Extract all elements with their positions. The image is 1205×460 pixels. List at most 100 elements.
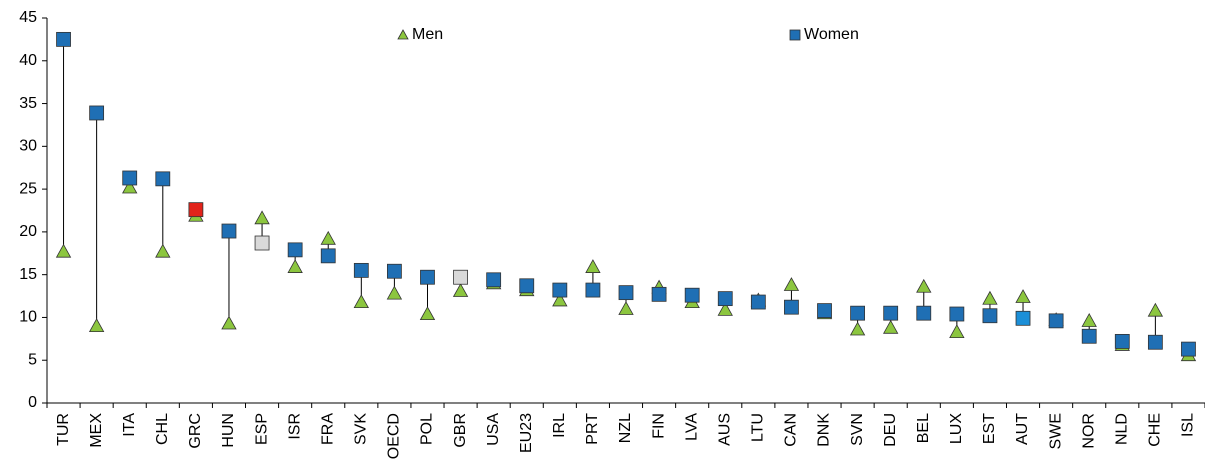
x-tick-label: IRL — [551, 413, 568, 438]
women-marker — [1181, 341, 1196, 357]
y-tick-label: 35 — [19, 95, 37, 112]
y-tick-label: 5 — [28, 351, 37, 368]
x-tick-label: OECD — [386, 413, 403, 459]
women-marker — [817, 303, 832, 319]
women-marker — [750, 294, 766, 310]
x-tick-label: AUT — [1014, 413, 1031, 445]
women-marker — [254, 235, 270, 251]
x-tick-label: LTU — [750, 413, 767, 442]
women-marker — [684, 287, 700, 303]
x-tick-label: CHL — [154, 413, 171, 445]
women-marker — [420, 269, 435, 285]
men-marker — [552, 292, 568, 307]
women-marker — [552, 282, 568, 298]
x-tick-label: HUN — [220, 413, 237, 448]
y-tick-label: 45 — [19, 9, 37, 26]
x-tick-label: GBR — [452, 413, 469, 448]
legend-marker — [397, 29, 409, 40]
women-marker — [784, 299, 799, 315]
x-tick-label: SVK — [353, 413, 370, 445]
x-tick-label: DNK — [816, 413, 833, 447]
women-marker — [651, 286, 667, 302]
women-marker — [1015, 310, 1031, 326]
x-tick-label: SVN — [849, 413, 866, 446]
men-marker — [287, 259, 303, 273]
women-marker — [850, 305, 865, 321]
men-marker — [320, 230, 336, 245]
women-marker — [320, 248, 336, 264]
men-marker — [1147, 302, 1164, 317]
men-marker — [122, 179, 138, 194]
x-tick-label: NLD — [1114, 413, 1131, 445]
women-marker — [916, 305, 932, 321]
men-marker — [618, 301, 634, 315]
x-tick-label: LUX — [948, 413, 965, 444]
x-tick-label: MEX — [88, 413, 105, 448]
women-marker — [1114, 333, 1130, 349]
x-tick-label: AUS — [716, 413, 733, 446]
x-tick-label: FIN — [650, 413, 667, 439]
y-tick-label: 10 — [19, 309, 37, 326]
x-tick-label: EU23 — [518, 413, 535, 453]
x-tick-label: LVA — [683, 413, 700, 441]
x-tick-label: TUR — [55, 413, 72, 446]
women-marker — [122, 170, 138, 186]
women-marker — [221, 223, 237, 239]
men-marker — [982, 290, 998, 305]
y-tick-label: 20 — [19, 223, 37, 240]
women-marker — [486, 272, 502, 288]
y-tick-label: 30 — [19, 138, 37, 155]
men-marker — [55, 243, 72, 258]
y-tick-label: 15 — [19, 266, 37, 283]
women-marker — [56, 31, 71, 47]
x-tick-label: CHE — [1147, 413, 1164, 447]
men-marker — [1015, 289, 1031, 303]
x-tick-label: SWE — [1047, 413, 1064, 449]
men-marker — [916, 278, 932, 293]
men-marker — [254, 210, 270, 225]
men-marker — [849, 321, 866, 336]
x-tick-label: USA — [485, 413, 502, 446]
men-marker — [88, 318, 105, 333]
x-tick-label: NZL — [617, 413, 634, 443]
women-marker — [188, 202, 204, 218]
x-tick-label: NOR — [1080, 413, 1097, 449]
men-marker — [386, 285, 403, 300]
legend-label: Men — [412, 26, 443, 43]
women-marker — [155, 171, 171, 187]
legend-label: Women — [804, 26, 859, 43]
x-tick-label: POL — [419, 413, 436, 445]
y-tick-label: 40 — [19, 52, 37, 69]
women-marker — [89, 105, 105, 121]
men-marker — [783, 277, 800, 291]
women-marker — [883, 305, 899, 321]
x-tick-label: BEL — [915, 413, 932, 443]
women-marker — [453, 269, 468, 285]
women-marker — [519, 278, 535, 294]
men-marker — [1081, 313, 1097, 327]
women-marker — [287, 242, 303, 258]
men-marker — [452, 283, 469, 297]
women-marker — [982, 308, 998, 324]
men-marker — [949, 324, 965, 338]
men-marker — [221, 315, 237, 330]
women-marker — [386, 263, 402, 279]
legend-marker — [789, 29, 801, 41]
men-marker — [585, 259, 601, 273]
women-marker — [949, 306, 965, 322]
women-marker — [585, 282, 601, 298]
x-tick-label: EST — [981, 413, 998, 444]
x-tick-label: GRC — [187, 413, 204, 449]
men-marker — [353, 294, 369, 309]
women-marker — [353, 262, 369, 278]
x-tick-label: CAN — [783, 413, 800, 447]
y-tick-label: 25 — [19, 180, 37, 197]
x-tick-label: FRA — [319, 413, 336, 445]
women-marker — [1081, 328, 1097, 344]
women-marker — [717, 291, 733, 307]
women-marker — [1147, 334, 1163, 350]
x-tick-label: ISR — [286, 413, 303, 440]
women-marker — [1048, 313, 1064, 329]
women-marker — [618, 285, 634, 301]
